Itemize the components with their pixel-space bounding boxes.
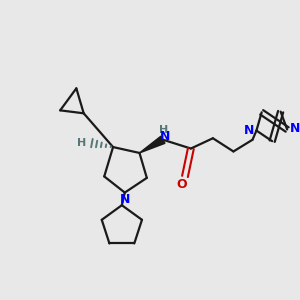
Text: H: H [77, 138, 86, 148]
Text: N: N [160, 130, 170, 143]
Text: O: O [177, 178, 188, 191]
Text: N: N [120, 194, 130, 206]
Text: N: N [244, 124, 254, 137]
Polygon shape [140, 136, 165, 153]
Text: H: H [159, 125, 168, 135]
Text: N: N [290, 122, 300, 135]
